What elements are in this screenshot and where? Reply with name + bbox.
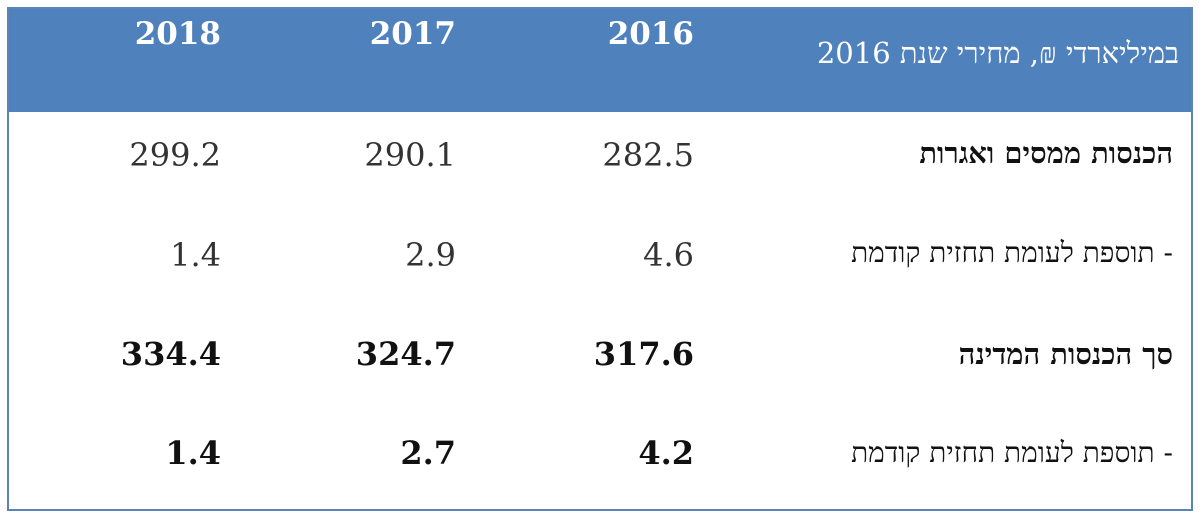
row-total-addition-2018: 1.4	[165, 434, 221, 472]
row-total-revenue-2018: 334.4	[120, 335, 221, 373]
header-year-2016: 2016	[607, 16, 694, 52]
row-tax-revenue-2016: 282.5	[602, 136, 694, 174]
row-tax-addition-2016: 4.6	[643, 236, 694, 274]
row-label-tax-revenue: הכנסות ממסים ואגרות	[919, 136, 1173, 170]
row-tax-addition-2018: 1.4	[170, 236, 221, 274]
row-tax-revenue-2018: 299.2	[129, 136, 221, 174]
row-tax-revenue-2017: 290.1	[364, 136, 456, 174]
header-year-2017: 2017	[369, 16, 456, 52]
row-label-total-addition: - תוספת לעומת תחזית קודמת	[851, 436, 1173, 469]
row-total-addition-2016: 4.2	[638, 434, 694, 472]
row-total-revenue-2017: 324.7	[355, 335, 456, 373]
row-tax-addition-2017: 2.9	[405, 236, 456, 274]
header-label: במיליארדי ₪, מחירי שנת 2016	[816, 36, 1179, 70]
table-header: במיליארדי ₪, מחירי שנת 2016 2016 2017 20…	[9, 9, 1191, 112]
row-total-revenue-2016: 317.6	[593, 335, 694, 373]
row-label-total-revenue: סך הכנסות המדינה	[958, 337, 1173, 371]
row-label-tax-addition: - תוספת לעומת תחזית קודמת	[851, 236, 1173, 269]
revenue-table: במיליארדי ₪, מחירי שנת 2016 2016 2017 20…	[7, 7, 1193, 511]
row-total-addition-2017: 2.7	[400, 434, 456, 472]
header-year-2018: 2018	[134, 16, 221, 52]
